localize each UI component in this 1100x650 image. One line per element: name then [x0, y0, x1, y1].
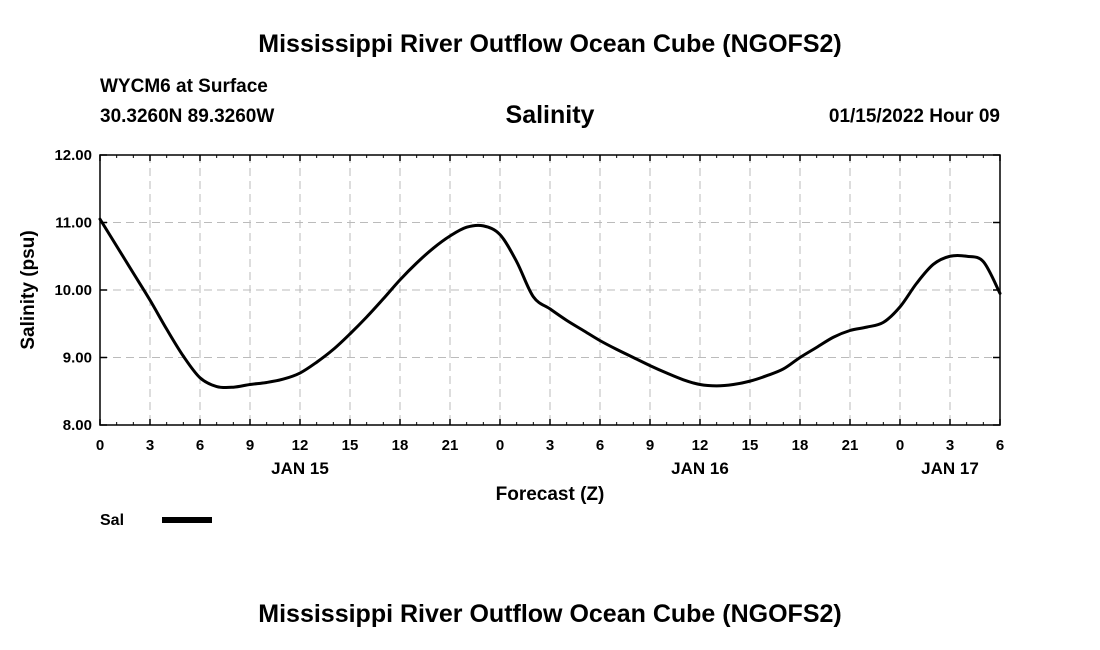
axis-ticks	[99, 154, 1001, 426]
y-tick-labels: 8.00 9.00 10.00 11.00 12.00	[54, 147, 92, 434]
x-tick-label: 6	[596, 437, 604, 454]
date-labels: JAN 15 JAN 16 JAN 17	[271, 459, 979, 478]
x-tick-labels: 0 3 6 9 12 15 18 21 0 3 6 9 12 15 18 21 0 3 6	[96, 437, 1004, 454]
x-tick-label: 6	[196, 437, 204, 454]
salinity-series-line	[98, 217, 1002, 390]
y-tick-label: 12.00	[54, 147, 92, 164]
salinity-chart: 8.00 9.00 10.00 11.00 12.00 0 3 6 9 12 15 18 21 0 3 6 9…	[18, 147, 1004, 529]
x-tick-label: 3	[946, 437, 954, 454]
x-tick-label: 18	[392, 437, 409, 454]
x-tick-label: 9	[646, 437, 654, 454]
x-tick-label: 15	[342, 437, 359, 454]
forecast-datetime: 01/15/2022 Hour 09	[828, 106, 1000, 127]
chart-title: Salinity	[505, 101, 595, 129]
date-label: JAN 17	[921, 459, 979, 478]
x-tick-label: 9	[246, 437, 254, 454]
station-label: WYCM6 at Surface	[100, 76, 268, 97]
y-axis-label: Salinity (psu)	[18, 230, 39, 349]
x-tick-label: 21	[842, 437, 859, 454]
x-tick-label: 18	[792, 437, 809, 454]
x-tick-label: 0	[496, 437, 504, 454]
x-tick-label: 3	[146, 437, 154, 454]
y-tick-label: 10.00	[54, 282, 92, 299]
footer-title: Mississippi River Outflow Ocean Cube (NG…	[258, 600, 842, 628]
x-tick-label: 12	[692, 437, 709, 454]
page-title: Mississippi River Outflow Ocean Cube (NG…	[258, 30, 842, 58]
grid-lines	[100, 155, 1000, 425]
x-axis-label: Forecast (Z)	[496, 484, 605, 505]
y-tick-label: 8.00	[63, 417, 92, 434]
x-tick-label: 0	[96, 437, 104, 454]
station-coordinates: 30.3260N 89.3260W	[100, 106, 275, 127]
x-tick-label: 0	[896, 437, 904, 454]
legend-label: Sal	[100, 512, 124, 529]
y-tick-label: 11.00	[55, 215, 92, 232]
x-tick-label: 21	[442, 437, 459, 454]
x-tick-label: 3	[546, 437, 554, 454]
x-tick-label: 15	[742, 437, 759, 454]
y-tick-label: 9.00	[63, 350, 92, 367]
x-tick-label: 6	[996, 437, 1004, 454]
x-tick-label: 12	[292, 437, 309, 454]
date-label: JAN 16	[671, 459, 729, 478]
date-label: JAN 15	[271, 459, 329, 478]
